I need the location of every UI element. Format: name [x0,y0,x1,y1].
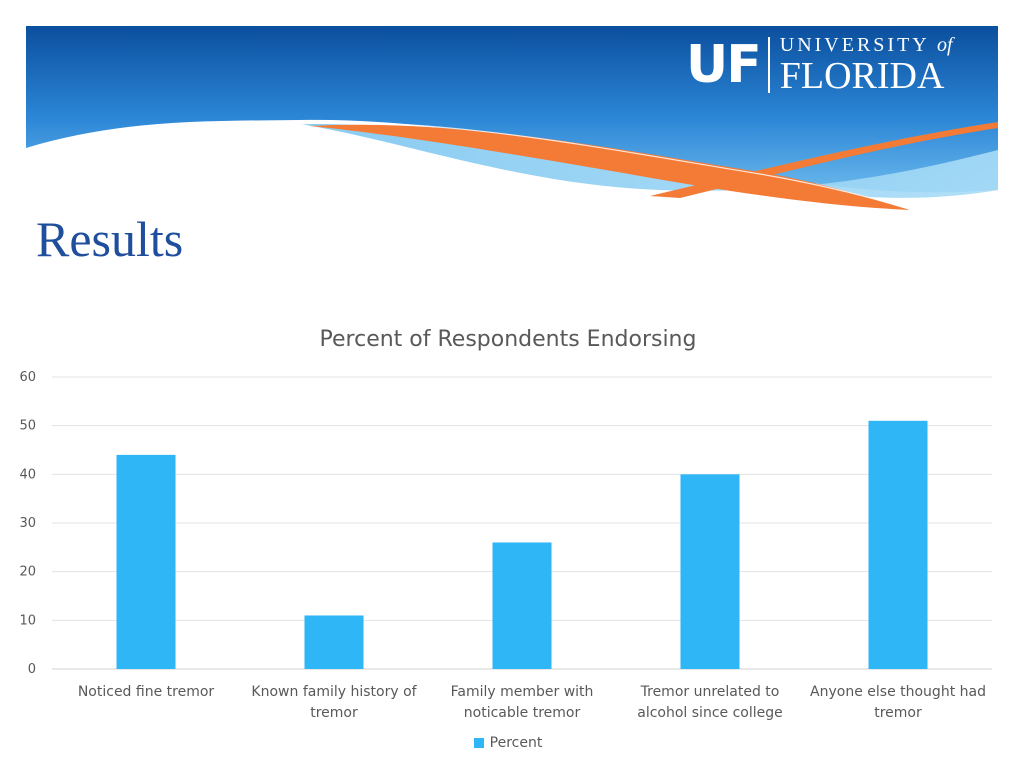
x-category-label: Known family history of tremor [251,684,417,721]
y-tick-label: 20 [19,565,36,580]
x-category-label-line: Tremor unrelated to [640,684,780,700]
x-category-label-line: tremor [310,705,358,721]
x-category-label-line: alcohol since college [637,705,782,721]
x-category-label: Noticed fine tremor [78,684,215,700]
x-category-label-line: noticable tremor [464,705,581,721]
header-banner [26,26,998,211]
x-category-label: Anyone else thought had tremor [810,684,986,721]
y-tick-label: 30 [19,516,36,531]
x-category-label-line: Family member with [451,684,594,700]
slide-title: Results [36,211,184,267]
bar [492,542,552,669]
uf-logo-text: UNIVERSITY of FLORIDA [780,35,953,95]
x-category-label-line: tremor [874,705,922,721]
bars [116,420,928,669]
y-tick-label: 10 [19,613,36,628]
x-category-label-line: Noticed fine tremor [78,684,215,700]
uf-logo-university: UNIVERSITY of [780,35,953,55]
y-tick-label: 40 [19,467,36,482]
bar [304,615,364,669]
uf-logo: UF UNIVERSITY of FLORIDA [686,34,953,96]
legend-swatch [473,738,484,748]
banner-white-line [299,122,913,211]
y-tick-label: 50 [19,419,36,434]
chart-legend: Percent [0,735,1016,751]
chart-title: Percent of Respondents Endorsing [319,327,697,352]
x-category-label-line: Anyone else thought had [810,684,986,700]
bar [868,420,928,669]
uf-logo-mark: UF [686,35,762,95]
uf-logo-university-word: UNIVERSITY [779,34,929,56]
y-tick-label: 60 [19,370,36,385]
x-axis-labels: Noticed fine tremor Known family history … [78,684,986,721]
banner-orange-swoosh-2 [650,122,998,198]
y-axis-ticks: 0 10 20 30 40 50 60 [19,370,36,677]
y-tick-label: 0 [28,662,36,677]
bar [680,474,740,669]
banner-background [26,26,998,193]
x-category-label-line: Known family history of [251,684,417,700]
uf-logo-divider [767,37,770,93]
uf-logo-florida: FLORIDA [779,55,945,97]
x-category-label: Family member with noticable tremor [451,684,594,721]
banner-orange-swoosh [310,124,910,210]
bar [116,454,176,669]
uf-logo-of: of [937,34,953,56]
legend-label: Percent [489,735,543,751]
x-category-label: Tremor unrelated to alcohol since college [637,684,782,721]
